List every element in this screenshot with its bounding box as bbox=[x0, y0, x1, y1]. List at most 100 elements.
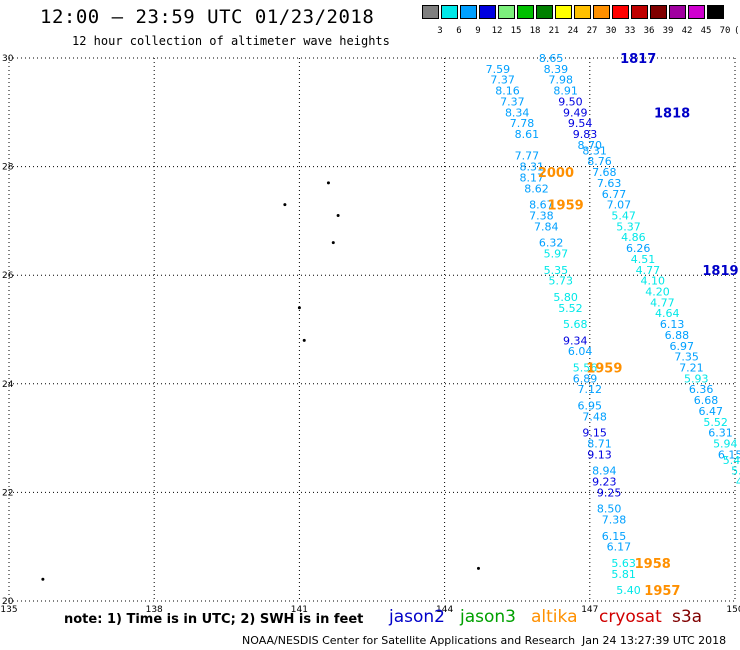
wave-height-label: 8.94 bbox=[592, 465, 617, 478]
wave-height-label: 4.86 bbox=[621, 231, 646, 244]
island-marker bbox=[476, 566, 480, 570]
scale-unit: (ft) bbox=[734, 26, 740, 36]
scale-swatch bbox=[669, 5, 686, 19]
wave-height-label: 6.15 bbox=[718, 448, 740, 461]
scale-swatch bbox=[650, 5, 667, 19]
wave-height-label: 8.50 bbox=[597, 503, 622, 516]
wave-height-label: 9.15 bbox=[582, 427, 607, 440]
wave-height-label: 5.42 bbox=[723, 454, 740, 467]
lon-tick-label: 135 bbox=[0, 605, 17, 615]
lon-tick-label: 138 bbox=[146, 605, 163, 615]
wave-height-label: 7.38 bbox=[602, 514, 627, 527]
legend-jason3: jason3 bbox=[460, 607, 516, 627]
wave-height-label: 5.5 bbox=[731, 465, 740, 478]
wave-height-label: 9.49 bbox=[563, 106, 588, 119]
wave-height-label: 9.25 bbox=[597, 486, 622, 499]
wave-height-label: 4.8 bbox=[736, 476, 740, 489]
wave-height-label: 6.36 bbox=[689, 383, 714, 396]
wave-height-label: 8.70 bbox=[578, 139, 603, 152]
scale-label: 12 bbox=[491, 26, 503, 36]
wave-height-label: 7.07 bbox=[607, 199, 632, 212]
scale-label: 70 bbox=[719, 26, 731, 36]
wave-height-label: 7.68 bbox=[592, 166, 617, 179]
wave-height-label: 5.35 bbox=[544, 264, 569, 277]
wave-height-label: 6.15 bbox=[602, 530, 627, 543]
legend-s3a: s3a bbox=[672, 607, 703, 627]
wave-height-label: 8.76 bbox=[587, 155, 612, 168]
wave-height-label: 7.98 bbox=[549, 74, 574, 87]
scale-swatch bbox=[517, 5, 534, 19]
wave-height-label: 9.13 bbox=[587, 448, 612, 461]
wave-height-label: 8.71 bbox=[587, 438, 612, 451]
wave-height-label: 6.32 bbox=[539, 237, 564, 250]
pass-time-label: 1818 bbox=[654, 106, 690, 121]
legend-altika: altika bbox=[531, 607, 578, 627]
scale-label: 18 bbox=[529, 26, 541, 36]
lon-tick-label: 147 bbox=[581, 605, 598, 615]
scale-swatch bbox=[441, 5, 458, 19]
island-marker bbox=[297, 306, 301, 310]
scale-swatch bbox=[555, 5, 572, 19]
wave-height-label: 4.64 bbox=[655, 307, 680, 320]
wave-height-label: 8.34 bbox=[505, 106, 530, 119]
scale-label: 15 bbox=[510, 26, 522, 36]
lon-tick-label: 150 bbox=[726, 605, 740, 615]
wave-height-label: 8.31 bbox=[519, 161, 544, 174]
wave-height-label: 6.17 bbox=[607, 541, 632, 554]
wave-height-label: 5.40 bbox=[616, 584, 641, 597]
island-marker bbox=[302, 338, 306, 342]
wave-height-label: 4.77 bbox=[636, 264, 661, 277]
wave-height-label: 6.97 bbox=[670, 340, 695, 353]
wave-height-label: 5.94 bbox=[713, 438, 738, 451]
wave-height-label: 4.77 bbox=[650, 296, 675, 309]
scale-label: 9 bbox=[475, 26, 481, 36]
wave-height-label: 8.16 bbox=[495, 85, 520, 98]
legend-jason2: jason2 bbox=[389, 607, 445, 627]
pass-time-label: 2000 bbox=[538, 166, 574, 181]
wave-height-label: 7.21 bbox=[679, 362, 704, 375]
wave-height-label: 8.17 bbox=[519, 171, 544, 184]
wave-height-label: 6.68 bbox=[694, 394, 719, 407]
wave-height-label: 5.80 bbox=[553, 291, 578, 304]
scale-label: 27 bbox=[586, 26, 598, 36]
wave-height-label: 5.47 bbox=[611, 209, 636, 222]
scale-label: 3 bbox=[437, 26, 443, 36]
wave-height-label: 5.97 bbox=[544, 247, 569, 260]
wave-height-label: 8.65 bbox=[539, 52, 564, 65]
lon-tick-label: 144 bbox=[436, 605, 453, 615]
wave-height-label: 5.37 bbox=[616, 220, 641, 233]
wave-height-label: 5.73 bbox=[549, 275, 574, 288]
wave-height-label: 7.37 bbox=[490, 74, 515, 87]
legend-cryosat: cryosat bbox=[599, 607, 662, 627]
scale-swatch bbox=[612, 5, 629, 19]
scale-swatch bbox=[498, 5, 515, 19]
scale-label: 33 bbox=[624, 26, 636, 36]
credit-line: NOAA/NESDIS Center for Satellite Applica… bbox=[242, 634, 576, 647]
wave-height-label: 6.95 bbox=[578, 400, 603, 413]
wave-height-label: 8.31 bbox=[582, 144, 607, 157]
pass-time-label: 1958 bbox=[635, 557, 671, 572]
lat-tick-label: 24 bbox=[2, 380, 14, 390]
wave-height-label: 6.31 bbox=[708, 427, 733, 440]
wave-height-label: 9.23 bbox=[592, 476, 617, 489]
wave-height-label: 7.12 bbox=[578, 383, 603, 396]
wave-height-label: 7.77 bbox=[515, 150, 540, 163]
wave-height-label: 5.68 bbox=[563, 318, 588, 331]
wave-height-label: 5.93 bbox=[684, 372, 709, 385]
wave-height-label: 9.54 bbox=[568, 117, 593, 130]
wave-height-label: 5.81 bbox=[611, 568, 636, 581]
scale-label: 6 bbox=[456, 26, 462, 36]
scale-swatch bbox=[536, 5, 553, 19]
wave-height-label: 6.77 bbox=[602, 188, 627, 201]
scale-label: 39 bbox=[662, 26, 674, 36]
wave-height-label: 8.67 bbox=[529, 199, 554, 212]
map-title: 12:00 — 23:59 UTC 01/23/2018 bbox=[40, 6, 375, 28]
wave-height-label: 6.26 bbox=[626, 242, 651, 255]
generated-timestamp: Jan 24 13:27:39 UTC 2018 bbox=[582, 634, 727, 647]
scale-swatch bbox=[460, 5, 477, 19]
scale-label: 45 bbox=[700, 26, 712, 36]
wave-height-label: 4.10 bbox=[640, 275, 665, 288]
wave-height-label: 9.50 bbox=[558, 95, 583, 108]
wave-height-label: 7.59 bbox=[486, 63, 511, 76]
lat-tick-label: 28 bbox=[2, 163, 14, 173]
